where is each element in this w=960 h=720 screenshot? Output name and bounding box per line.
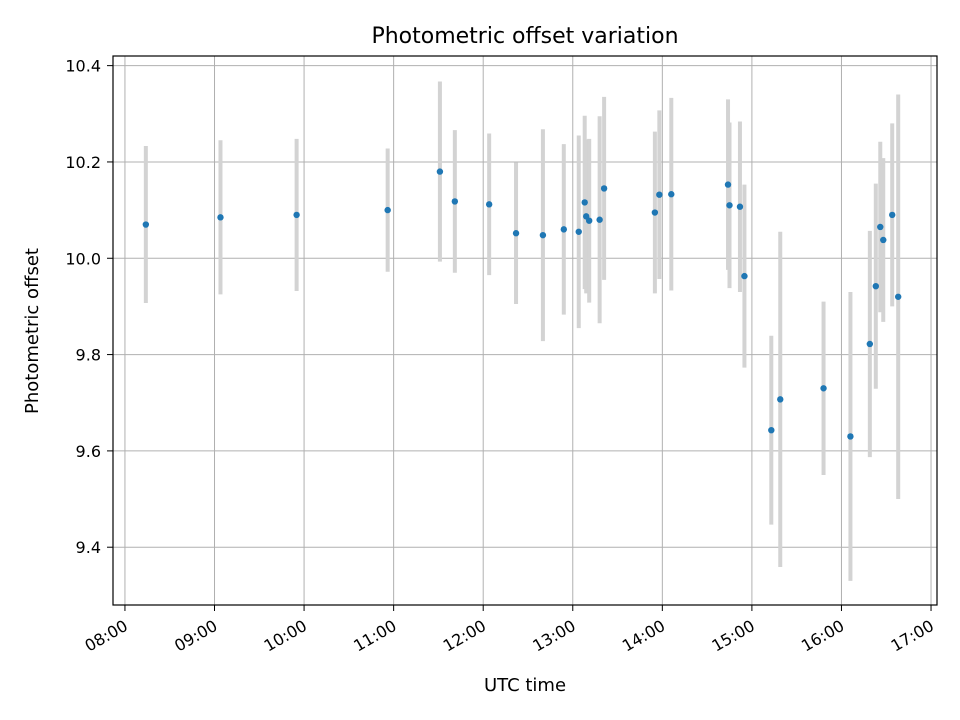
y-tick-label: 9.6 [76, 442, 101, 461]
data-point [768, 426, 775, 434]
data-point [485, 201, 493, 208]
data-point [596, 216, 603, 223]
data-point [820, 385, 827, 392]
y-tick-label: 10.0 [65, 249, 101, 268]
x-axis-label: UTC time [484, 675, 566, 696]
chart-title: Photometric offset variation [371, 24, 678, 49]
data-point [575, 228, 582, 235]
data-point [724, 181, 732, 188]
data-point [142, 221, 150, 228]
data-points [142, 168, 902, 440]
data-point [668, 191, 675, 198]
y-axis-label: Photometric offset [22, 248, 43, 414]
data-point [600, 185, 608, 192]
data-point [741, 272, 748, 280]
data-point [451, 198, 459, 205]
data-point [880, 236, 887, 244]
y-tick-label: 10.4 [65, 57, 101, 76]
data-point [894, 293, 902, 300]
data-point [560, 226, 568, 233]
data-point [889, 211, 896, 219]
data-point [847, 433, 854, 440]
data-point [651, 209, 659, 216]
data-point [656, 191, 663, 198]
data-point [539, 231, 547, 239]
data-point [585, 217, 593, 224]
data-point [581, 199, 588, 206]
data-point [293, 211, 300, 219]
data-point [777, 396, 784, 403]
grid [113, 56, 937, 605]
data-point [866, 340, 874, 348]
y-tick-label: 10.2 [65, 153, 101, 172]
y-axis-ticks: 9.4 9.6 9.8 10.0 10.2 10.4 [65, 57, 113, 557]
data-point [384, 206, 391, 214]
data-point [436, 168, 444, 175]
plot-frame [112, 55, 938, 606]
data-point [736, 203, 744, 210]
data-point [217, 214, 224, 221]
data-point [872, 282, 879, 290]
data-point [877, 223, 884, 231]
y-tick-label: 9.8 [76, 346, 101, 365]
y-tick-label: 9.4 [76, 538, 101, 557]
data-point [726, 202, 733, 209]
data-point [512, 230, 520, 237]
